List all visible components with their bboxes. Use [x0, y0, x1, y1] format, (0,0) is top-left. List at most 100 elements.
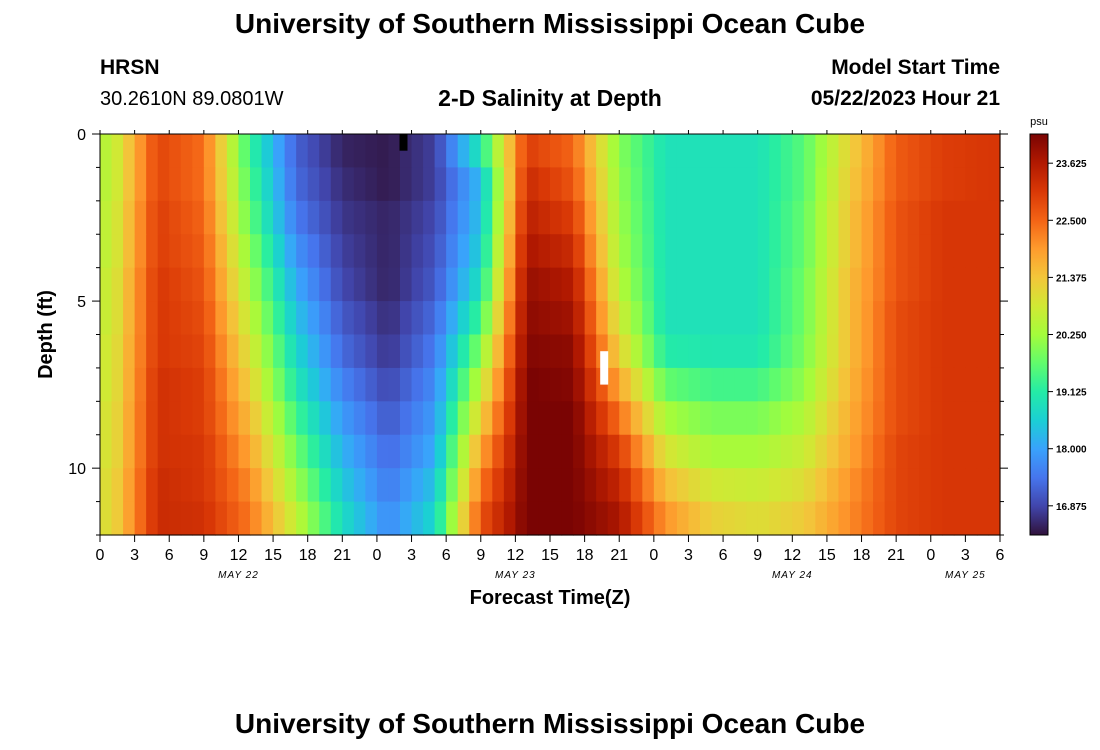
heatmap-cell: [965, 367, 978, 402]
heatmap-cell: [400, 468, 413, 503]
heatmap-cell: [515, 167, 528, 202]
heatmap-cell: [942, 434, 955, 469]
heatmap-cell: [423, 334, 436, 369]
heatmap-cell: [296, 167, 309, 202]
heatmap-cell: [861, 334, 874, 369]
heatmap-cell: [942, 200, 955, 235]
heatmap-cell: [250, 301, 263, 336]
heatmap-cell: [434, 367, 447, 402]
heatmap-cell: [157, 367, 170, 402]
heatmap-cell: [215, 200, 228, 235]
heatmap-cell: [561, 167, 574, 202]
heatmap-cell: [446, 234, 459, 269]
heatmap-cell: [388, 267, 401, 302]
heatmap-cell: [100, 334, 113, 369]
heatmap-cell: [896, 267, 909, 302]
heatmap-cell: [965, 434, 978, 469]
heatmap-cell: [838, 167, 851, 202]
heatmap-cell: [573, 301, 586, 336]
heatmap-cell: [238, 134, 251, 169]
heatmap-cell: [561, 301, 574, 336]
heatmap-cell: [873, 167, 886, 202]
heatmap-cell: [850, 301, 863, 336]
heatmap-cell: [388, 434, 401, 469]
heatmap-cell: [169, 468, 182, 503]
heatmap-cell: [757, 234, 770, 269]
x-tick-label: 6: [996, 547, 1005, 564]
heatmap-cell: [376, 334, 390, 369]
colorbar-tick-label: 22.500: [1056, 216, 1087, 227]
heatmap-cell: [630, 401, 643, 436]
heatmap-cell: [526, 367, 540, 402]
heatmap-cell: [711, 401, 724, 436]
x-tick-label: 15: [264, 547, 282, 564]
heatmap-cell: [780, 434, 793, 469]
heatmap-cell: [561, 267, 574, 302]
heatmap-cell: [988, 434, 1001, 469]
heatmap-cell: [573, 468, 586, 503]
heatmap-cell: [376, 167, 390, 202]
heatmap-cell: [792, 200, 805, 235]
heatmap-cell: [411, 501, 424, 536]
x-tick-label: 3: [407, 547, 416, 564]
heatmap-cell: [192, 200, 205, 235]
heatmap-cell: [734, 134, 747, 169]
heatmap-cell: [226, 301, 240, 336]
heatmap-cell: [942, 134, 955, 169]
heatmap-cell: [769, 301, 782, 336]
heatmap-cell: [826, 401, 840, 436]
heatmap-cell: [792, 468, 805, 503]
heatmap-cell: [365, 334, 378, 369]
heatmap-cell: [365, 234, 378, 269]
x-tick-label: 21: [610, 547, 628, 564]
heatmap-cell: [884, 200, 897, 235]
heatmap-cell: [169, 434, 182, 469]
heatmap-cell: [180, 267, 193, 302]
heatmap-cell: [965, 234, 978, 269]
colorbar: 16.875 18.000 19.125 20.250 21.375 22.500 23.6…: [1029, 116, 1087, 536]
x-tick-label: 0: [926, 547, 935, 564]
heatmap-cell: [734, 434, 747, 469]
heatmap-cell: [365, 401, 378, 436]
heatmap-cell: [584, 301, 597, 336]
heatmap-cell: [388, 367, 401, 402]
heatmap-cell: [653, 401, 666, 436]
heatmap-cell: [434, 401, 447, 436]
heatmap-cell: [111, 267, 124, 302]
heatmap-cell: [619, 401, 632, 436]
heatmap-cell: [792, 501, 805, 536]
heatmap-cell: [342, 267, 355, 302]
heatmap-cell: [469, 200, 482, 235]
heatmap-cell: [226, 468, 240, 503]
heatmap-cell: [630, 200, 643, 235]
heatmap-cell: [492, 134, 505, 169]
x-axis-label: Forecast Time(Z): [470, 587, 631, 609]
heatmap-cell: [400, 234, 413, 269]
heatmap-cell: [619, 134, 632, 169]
heatmap-cell: [850, 234, 863, 269]
heatmap-cell: [711, 200, 724, 235]
heatmap-cell: [400, 401, 413, 436]
heatmap-cell: [803, 167, 816, 202]
heatmap-cell: [157, 200, 170, 235]
heatmap-cell: [792, 301, 805, 336]
heatmap-cell: [423, 234, 436, 269]
heatmap-cell: [653, 200, 666, 235]
heatmap-cell: [630, 134, 643, 169]
heatmap-cell: [561, 134, 574, 169]
heatmap-cell: [953, 167, 966, 202]
plot-title: 2-D Salinity at Depth: [438, 85, 662, 111]
heatmap-cell: [953, 234, 966, 269]
heatmap-cell: [884, 334, 897, 369]
heatmap-cell: [388, 234, 401, 269]
heatmap-cell: [607, 334, 620, 369]
heatmap-cell: [584, 334, 597, 369]
heatmap-cell: [492, 200, 505, 235]
heatmap-cell: [896, 301, 909, 336]
heatmap-cell: [861, 267, 874, 302]
x-day-label: MAY 24: [772, 570, 813, 581]
heatmap-cell: [896, 434, 909, 469]
heatmap-cell: [965, 200, 978, 235]
heatmap-cell: [884, 267, 897, 302]
heatmap-cell: [942, 234, 955, 269]
